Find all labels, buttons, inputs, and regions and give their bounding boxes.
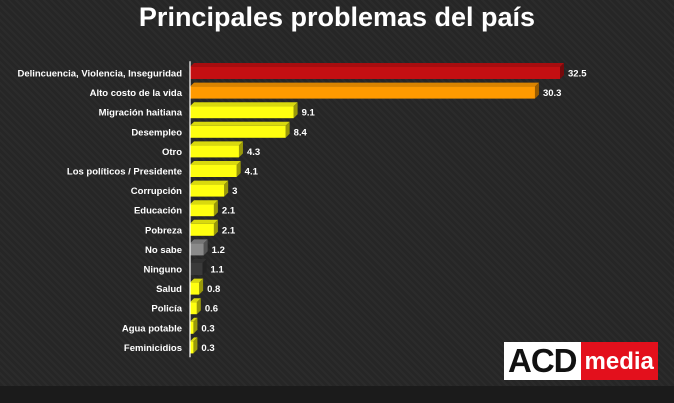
bar [190,106,294,119]
bar-side-face [203,239,208,256]
value-label: 0.3 [201,343,214,354]
bar-side-face [534,82,539,99]
bar-side-face [213,200,218,217]
value-label: 2.1 [222,206,236,217]
bar-top-face [190,200,218,205]
bar [190,321,194,334]
value-label: 2.1 [222,225,236,236]
value-label: 1.2 [212,245,225,256]
value-label: 4.3 [247,147,260,158]
bar-top-face [190,161,241,165]
bar-side-face [224,180,229,197]
chart-title: Principales problemas del país [138,2,536,32]
bar [190,243,204,256]
category-label: Otro [162,147,182,158]
bar-top-face [190,337,198,342]
category-label: Salud [156,284,182,295]
category-label: Agua potable [122,323,182,334]
bar-side-face [196,298,201,315]
value-label: 32.5 [568,69,587,80]
category-label: Policía [151,304,182,315]
bar [190,165,237,177]
bar [190,302,197,315]
category-label: Los políticos / Presidente [67,167,182,178]
category-label: Migración haitiana [99,108,183,119]
bars-group: Delincuencia, Violencia, Inseguridad 32.5… [17,63,587,354]
bar-side-face [285,121,290,138]
bar-side-face [202,259,207,275]
value-label: 0.8 [207,284,220,295]
category-label: Educación [134,206,182,217]
bar-top-face [190,141,243,146]
value-label: 30.3 [543,88,562,99]
bar [190,184,225,197]
bar-top-face [190,259,207,263]
logo-media-text: media [580,342,658,380]
bar-side-face [238,141,243,158]
bar-top-face [190,278,204,283]
category-label: Feminicidios [124,343,182,354]
category-label: Delincuencia, Violencia, Inseguridad [17,69,182,80]
bar-side-face [293,102,298,119]
bar [190,263,203,275]
bottom-strip [0,386,674,403]
value-label: 1.1 [211,265,225,276]
bar-top-face [190,63,564,67]
bar [190,341,194,354]
bar [190,67,560,79]
bar [190,223,214,236]
value-label: 0.3 [201,323,214,334]
bar-top-face [190,298,201,303]
bar-side-face [236,161,241,177]
bar-top-face [190,121,290,126]
bar-side-face [193,317,198,334]
bar-top-face [190,239,208,244]
category-label: Corrupción [131,186,182,197]
value-label: 8.4 [294,127,308,138]
bar-top-face [190,317,198,322]
bar [190,86,535,99]
bar-top-face [190,180,229,185]
bar [190,145,239,158]
bar [190,204,214,217]
bar-top-face [190,82,539,87]
category-label: Pobreza [145,225,183,236]
acd-media-logo: ACD media [504,342,658,380]
bar-side-face [213,219,218,236]
bar-side-face [199,278,204,295]
bar-side-face [560,63,564,79]
category-label: No sabe [145,245,182,256]
bar [190,282,200,295]
value-label: 9.1 [302,108,316,119]
value-label: 4.1 [245,167,259,178]
bar-side-face [193,337,198,354]
value-label: 3 [232,186,237,197]
bar-top-face [190,102,298,107]
category-label: Ninguno [143,265,182,276]
bar [190,125,286,138]
category-label: Alto costo de la vida [90,88,183,99]
logo-acd-text: ACD [504,342,581,380]
bar-top-face [190,219,218,224]
category-label: Desempleo [131,127,182,138]
value-label: 0.6 [205,304,218,315]
